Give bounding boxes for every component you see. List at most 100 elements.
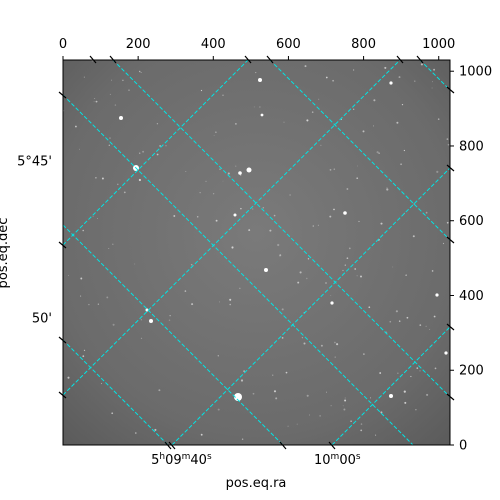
- star: [446, 221, 449, 224]
- star: [404, 401, 407, 404]
- star: [343, 408, 346, 411]
- star: [375, 434, 377, 436]
- star: [329, 169, 332, 171]
- star: [255, 72, 257, 74]
- star: [190, 263, 193, 266]
- grid-line: [269, 60, 450, 241]
- star: [96, 218, 98, 220]
- star: [346, 188, 349, 190]
- star: [83, 349, 86, 352]
- wcs-tick: [446, 86, 455, 94]
- star: [281, 337, 284, 339]
- star: [159, 145, 161, 147]
- star: [397, 372, 399, 374]
- star: [252, 208, 254, 210]
- star: [191, 303, 194, 306]
- star: [378, 152, 380, 154]
- star: [344, 264, 346, 266]
- star: [386, 187, 388, 189]
- star: [360, 423, 363, 425]
- star: [283, 121, 285, 123]
- star: [285, 371, 288, 374]
- star: [243, 370, 246, 373]
- star: [357, 165, 359, 167]
- star: [240, 207, 242, 210]
- star: [94, 97, 96, 99]
- coordinate-grid: [63, 60, 450, 445]
- star: [229, 298, 232, 301]
- star: [425, 211, 428, 214]
- star: [311, 111, 314, 113]
- star: [354, 268, 357, 270]
- star: [368, 306, 371, 309]
- star: [333, 208, 335, 211]
- star: [356, 275, 358, 277]
- star: [117, 183, 119, 186]
- star: [156, 153, 159, 156]
- top-tick-label: 400: [201, 37, 226, 52]
- star: [403, 390, 406, 393]
- star: [240, 379, 244, 382]
- ra-tick-label: 10m00s: [314, 452, 361, 468]
- star: [334, 341, 336, 344]
- star: [169, 315, 171, 317]
- wcs-tick: [58, 91, 67, 99]
- star: [406, 316, 409, 319]
- top-pixel-axis: 0 200 400 600 800 1000: [58, 37, 455, 450]
- grid-line: [171, 167, 450, 445]
- star: [358, 220, 360, 223]
- grid-line: [63, 94, 414, 445]
- star: [386, 188, 389, 191]
- star: [238, 171, 242, 175]
- star: [329, 215, 332, 218]
- star: [415, 409, 417, 411]
- star: [356, 177, 359, 180]
- star: [217, 355, 219, 357]
- wcs-tick: [446, 164, 455, 172]
- star: [234, 393, 242, 401]
- grid-line: [419, 60, 450, 91]
- star: [82, 229, 84, 232]
- star: [275, 397, 278, 400]
- grid-line: [63, 224, 284, 445]
- star: [142, 150, 145, 153]
- star: [420, 63, 423, 66]
- star: [67, 376, 70, 379]
- star: [380, 222, 383, 225]
- star: [419, 324, 422, 326]
- top-tick-label: 800: [351, 37, 376, 52]
- wcs-tick: [168, 441, 176, 450]
- star: [342, 269, 344, 272]
- star: [431, 270, 434, 272]
- star: [336, 343, 339, 346]
- star: [154, 428, 157, 431]
- star: [82, 355, 85, 358]
- star: [401, 103, 404, 106]
- star: [272, 374, 274, 376]
- right-tick-label: 0: [459, 439, 467, 454]
- star: [389, 394, 393, 398]
- star: [199, 192, 201, 194]
- star: [200, 89, 203, 92]
- star: [447, 143, 450, 146]
- star: [140, 337, 143, 339]
- star: [222, 180, 224, 182]
- star: [227, 172, 230, 175]
- wcs-tick: [109, 55, 117, 64]
- star: [392, 266, 394, 268]
- star: [373, 125, 375, 127]
- star: [435, 293, 439, 297]
- plot-frame: [62, 59, 451, 446]
- star: [318, 98, 320, 100]
- wcs-tick: [416, 55, 424, 64]
- star: [341, 119, 342, 120]
- star: [426, 393, 429, 396]
- star: [95, 176, 97, 179]
- wcs-tick: [328, 441, 336, 450]
- star: [138, 152, 141, 154]
- star: [112, 323, 115, 326]
- star: [212, 193, 215, 195]
- star: [80, 277, 83, 280]
- star: [74, 125, 77, 128]
- wcs-tick: [164, 441, 172, 450]
